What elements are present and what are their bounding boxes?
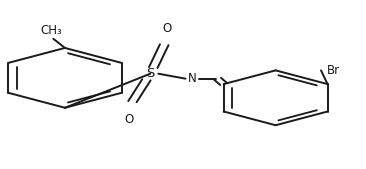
Text: O: O xyxy=(124,113,133,126)
Text: CH₃: CH₃ xyxy=(41,24,62,37)
Text: Br: Br xyxy=(326,64,340,77)
Text: O: O xyxy=(162,22,171,35)
Text: N: N xyxy=(188,72,197,85)
Text: S: S xyxy=(146,67,154,80)
